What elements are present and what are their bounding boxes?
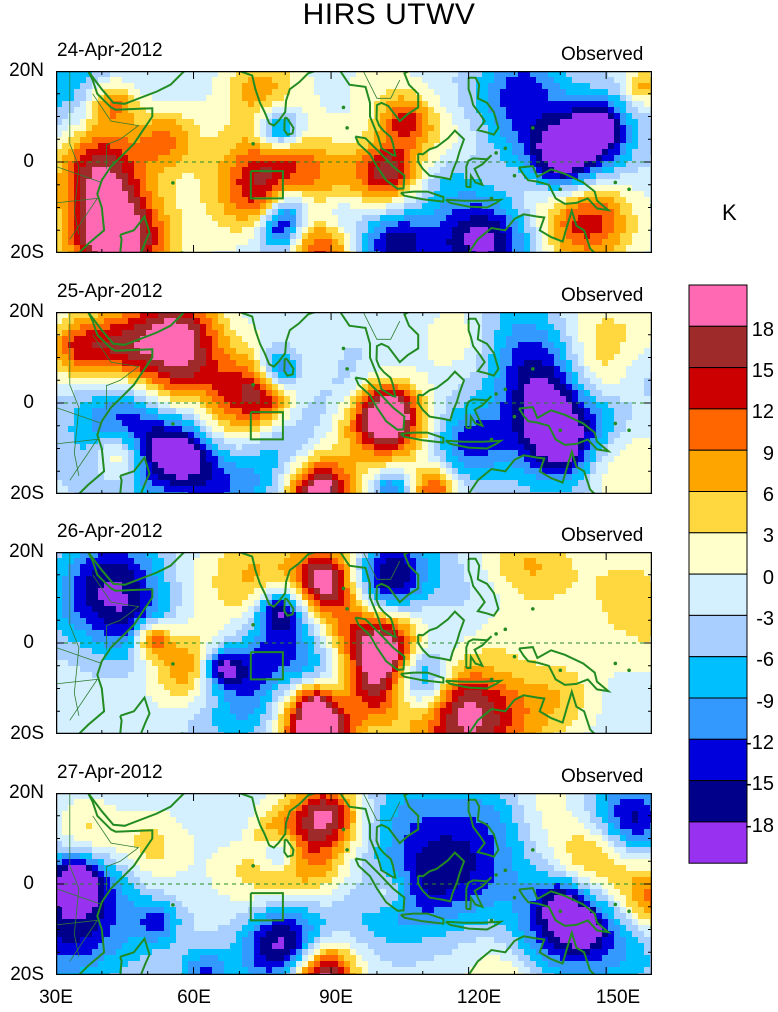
country-borders <box>56 552 401 721</box>
colorbar-label-18: 18 <box>751 319 774 341</box>
colorbar-swatch <box>688 408 748 451</box>
panel-date-1: 24-Apr-2012 <box>57 40 163 61</box>
panel-observed-3: Observed <box>561 525 644 546</box>
colorbar-swatch <box>688 697 748 740</box>
coastlines <box>56 793 652 975</box>
map-panel-2 <box>56 312 652 494</box>
country-borders <box>56 71 401 240</box>
chart-title: HIRS UTWV <box>302 0 476 31</box>
lat-label-20s: 20S <box>10 242 44 263</box>
colorbar-label-m15: -15 <box>745 773 774 795</box>
colorbar-label-m3: -3 <box>756 608 774 630</box>
panel-date-3: 26-Apr-2012 <box>57 521 163 542</box>
colorbar-swatch <box>688 821 748 864</box>
contour-map <box>56 71 652 253</box>
lon-label-30e: 30E <box>39 987 73 1008</box>
colorbar <box>688 284 748 864</box>
panel-observed-2: Observed <box>561 285 644 306</box>
colorbar-label-3: 3 <box>762 525 774 547</box>
panel-date-4: 27-Apr-2012 <box>57 762 163 783</box>
coastlines <box>56 312 652 494</box>
lat-label-eq: 0 <box>23 873 34 894</box>
lat-label-20s: 20S <box>10 483 44 504</box>
colorbar-label-m18: -18 <box>745 815 774 837</box>
lat-label-20s: 20S <box>10 964 44 985</box>
colorbar-swatch <box>688 656 748 699</box>
colorbar-label-9: 9 <box>762 443 774 465</box>
lat-label-20n: 20N <box>9 541 44 562</box>
panel-observed-1: Observed <box>561 44 644 65</box>
map-panel-3 <box>56 552 652 734</box>
axis-ticks <box>56 312 652 494</box>
colorbar-label-12: 12 <box>751 401 774 423</box>
country-borders <box>56 312 401 481</box>
colorbar-swatch <box>688 573 748 616</box>
colorbar-label-0: 0 <box>762 567 774 589</box>
lat-label-eq: 0 <box>23 151 34 172</box>
lat-label-20n: 20N <box>9 60 44 81</box>
country-borders <box>56 793 401 962</box>
colorbar-label-m12: -12 <box>745 732 774 754</box>
colorbar-swatch <box>688 614 748 658</box>
axis-ticks <box>56 793 652 975</box>
contour-map <box>56 552 652 734</box>
lon-label-60e: 60E <box>177 987 211 1008</box>
lat-label-eq: 0 <box>23 392 34 413</box>
map-panel-4 <box>56 793 652 975</box>
panel-date-2: 25-Apr-2012 <box>57 281 163 302</box>
panel-observed-4: Observed <box>561 766 644 787</box>
contour-map <box>56 793 652 975</box>
axis-ticks <box>56 552 652 734</box>
contour-map <box>56 312 652 494</box>
coastlines <box>56 71 652 253</box>
lon-label-150e: 150E <box>595 987 641 1008</box>
lat-label-eq: 0 <box>23 632 34 653</box>
lon-label-120e: 120E <box>456 987 502 1008</box>
colorbar-swatch <box>688 284 748 327</box>
lat-label-20n: 20N <box>9 782 44 803</box>
lon-label-90e: 90E <box>319 987 353 1008</box>
colorbar-swatch <box>688 449 748 492</box>
lat-label-20n: 20N <box>9 301 44 322</box>
colorbar-label-6: 6 <box>762 484 774 506</box>
colorbar-swatch <box>688 367 748 410</box>
colorbar-label-m9: -9 <box>756 691 774 713</box>
colorbar-swatch <box>688 325 748 369</box>
colorbar-swatch <box>688 532 748 575</box>
axis-ticks <box>56 71 652 253</box>
colorbar-label-m6: -6 <box>756 649 774 671</box>
colorbar-unit: K <box>722 200 737 225</box>
colorbar-swatch <box>688 491 748 534</box>
lat-label-20s: 20S <box>10 723 44 744</box>
map-panel-1 <box>56 71 652 253</box>
colorbar-swatch <box>688 780 748 823</box>
contour-field <box>56 312 652 494</box>
colorbar-swatch <box>688 738 748 782</box>
colorbar-label-15: 15 <box>751 360 774 382</box>
